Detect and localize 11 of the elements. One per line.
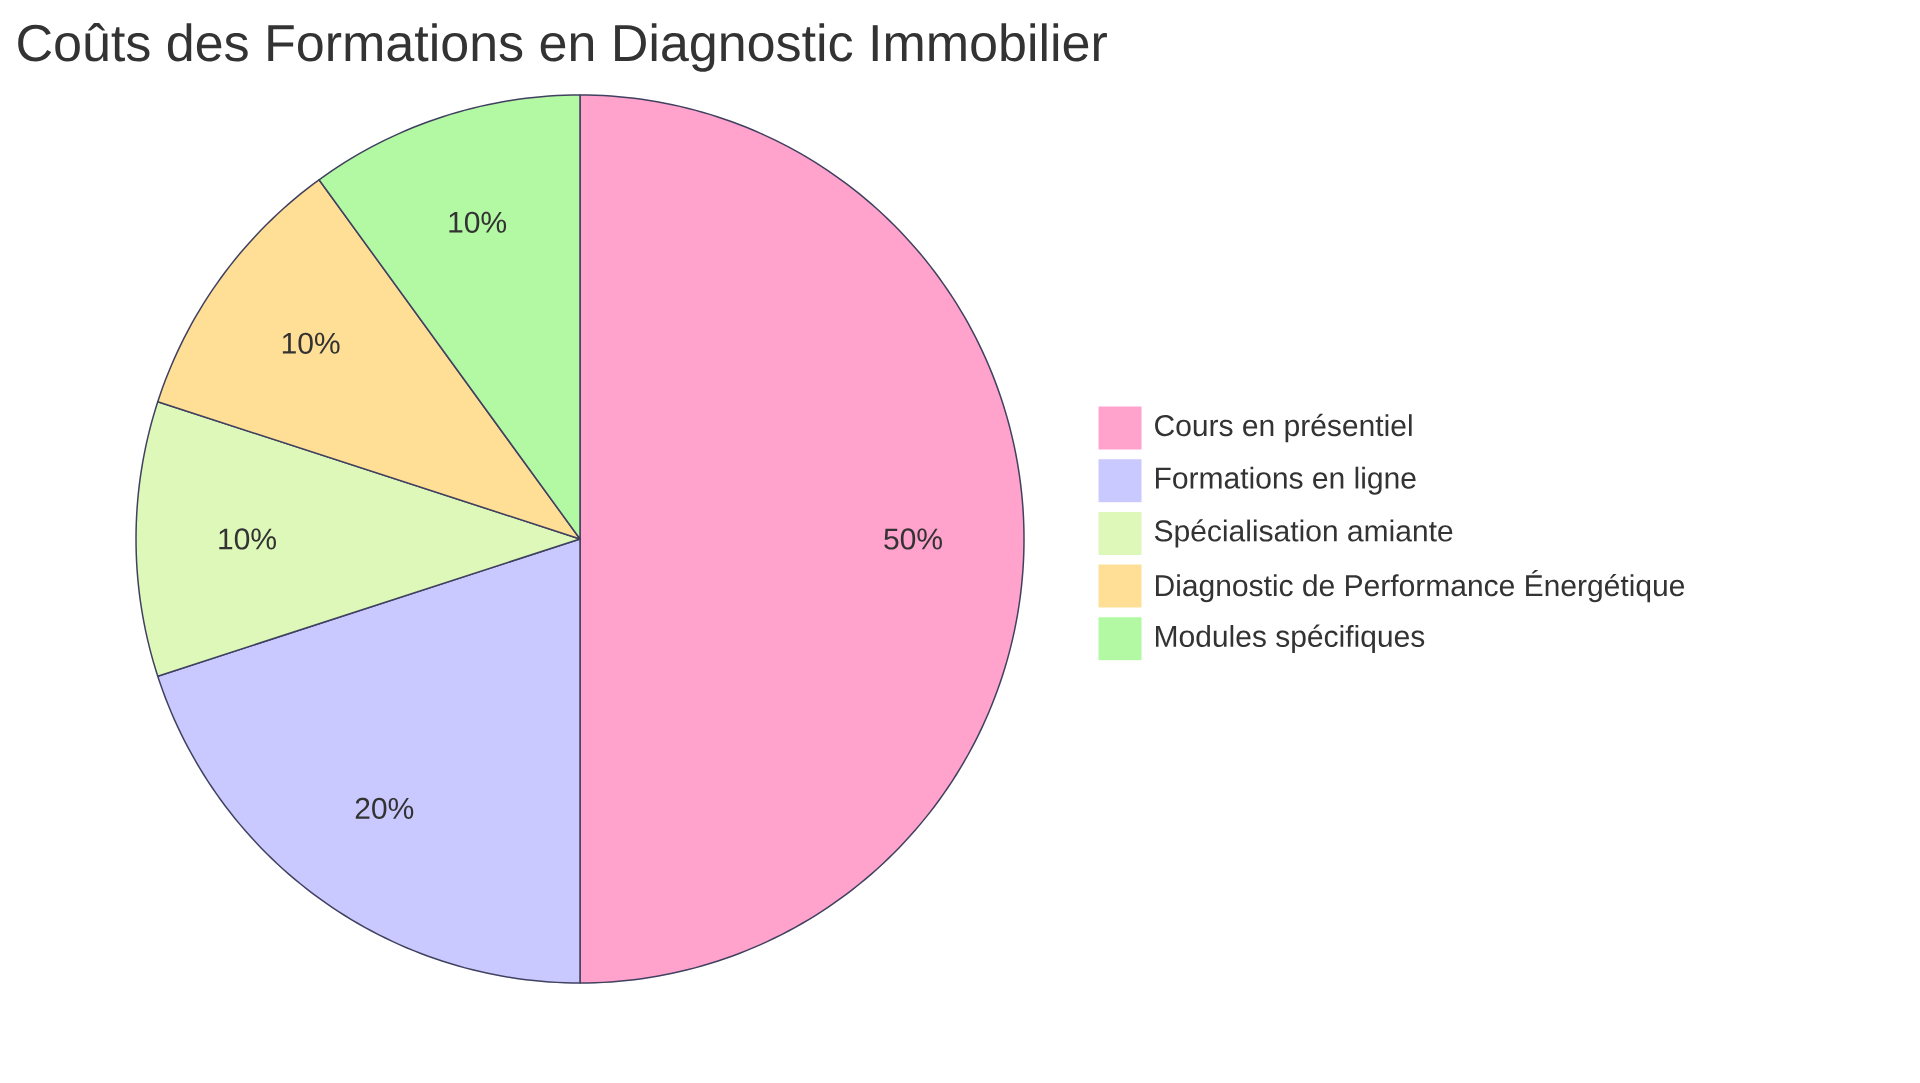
chart-title: Coûts des Formations en Diagnostic Immobilier	[18, 23, 1107, 72]
data-label: 10%	[282, 332, 340, 354]
data-label: 10%	[219, 528, 276, 550]
legend-label: Formations en ligne	[1156, 466, 1416, 495]
legend-label: Modules spécifiques	[1156, 624, 1425, 653]
data-label: 10%	[449, 211, 507, 233]
legend-label: Spécialisation amiante	[1154, 519, 1453, 548]
legend-label: Diagnostic de Performance Énergétique	[1156, 569, 1685, 603]
data-label: 50%	[884, 528, 942, 550]
data-label: 20%	[355, 797, 414, 820]
legend-label: Cours en présentiel	[1155, 413, 1412, 443]
